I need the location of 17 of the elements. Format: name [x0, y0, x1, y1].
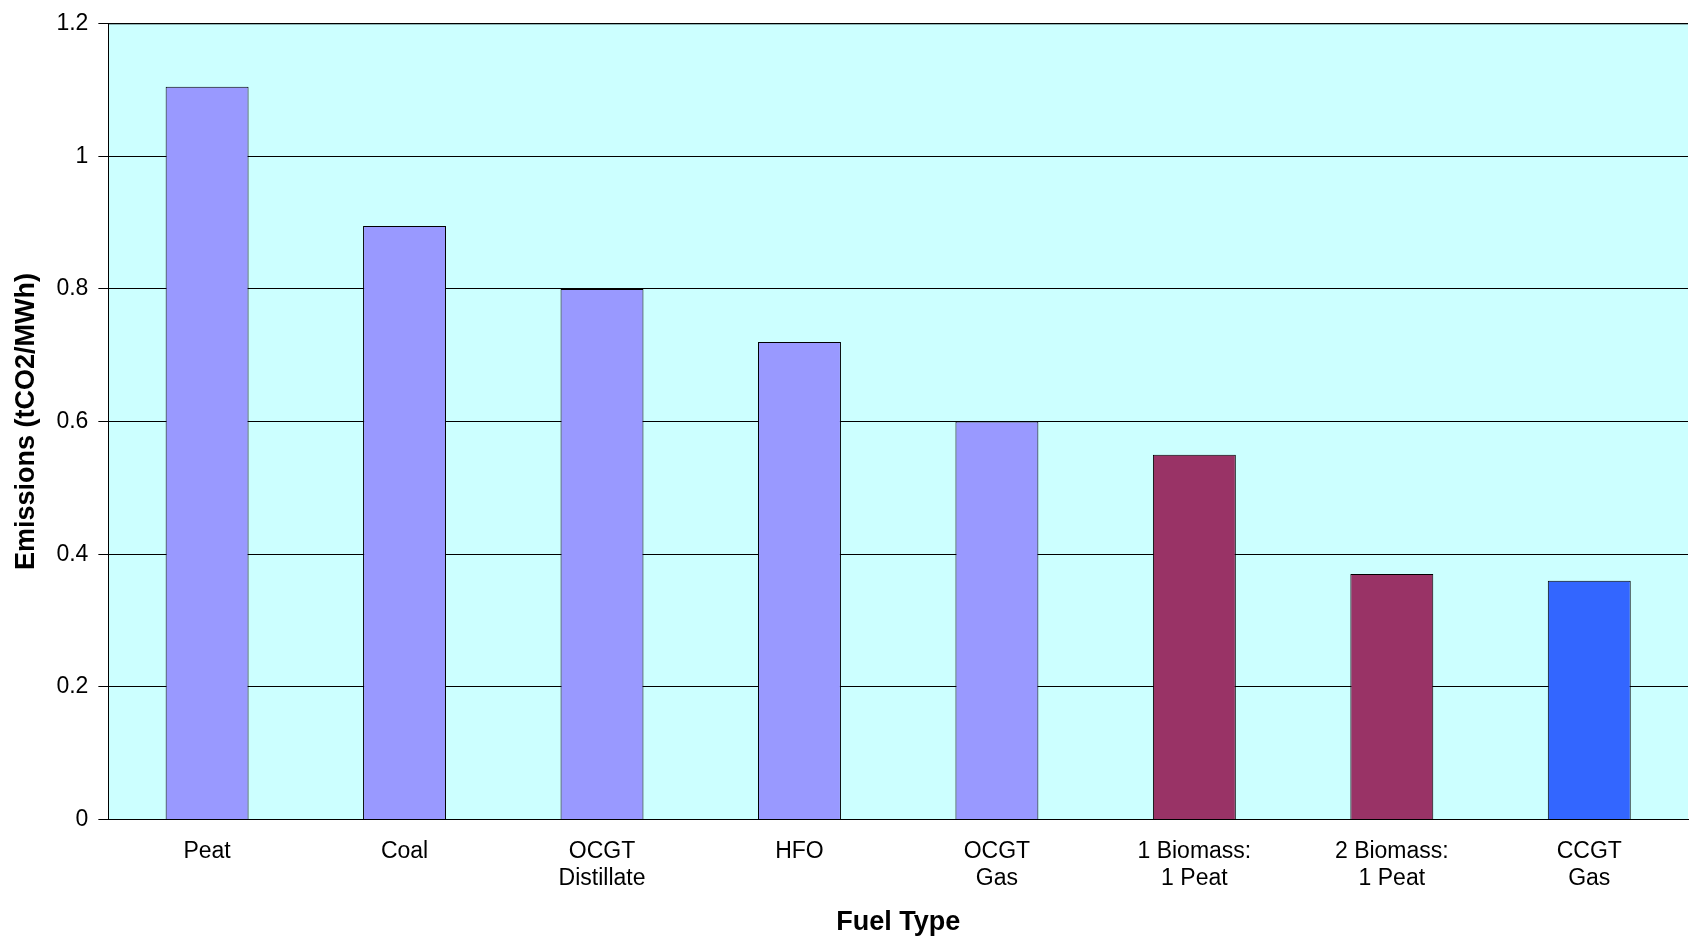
y-tick-label: 0.6 — [56, 406, 89, 433]
x-tick-label: CCGT Gas — [1556, 836, 1622, 891]
x-tick-label: OCGT Gas — [963, 836, 1031, 891]
x-tick-label: OCGT Distillate — [558, 836, 646, 891]
y-tick-label: 0.2 — [56, 672, 89, 699]
y-tick-label: 1 — [75, 141, 89, 168]
x-tick-label: Coal — [380, 836, 429, 863]
x-tick-label: HFO — [775, 836, 824, 863]
x-tick-label: 2 Biomass: 1 Peat — [1334, 836, 1449, 891]
x-tick-label: 1 Biomass: 1 Peat — [1137, 836, 1252, 891]
x-axis-title: Fuel Type — [836, 906, 961, 937]
y-tick-label: 0.4 — [56, 539, 89, 566]
y-tick-label: 1.2 — [56, 9, 89, 36]
x-tick-label: Peat — [183, 836, 232, 863]
y-axis-title: Emissions (tCO2/MWh) — [9, 273, 40, 571]
y-tick-label: 0 — [75, 804, 89, 831]
y-tick-label: 0.8 — [56, 274, 89, 301]
